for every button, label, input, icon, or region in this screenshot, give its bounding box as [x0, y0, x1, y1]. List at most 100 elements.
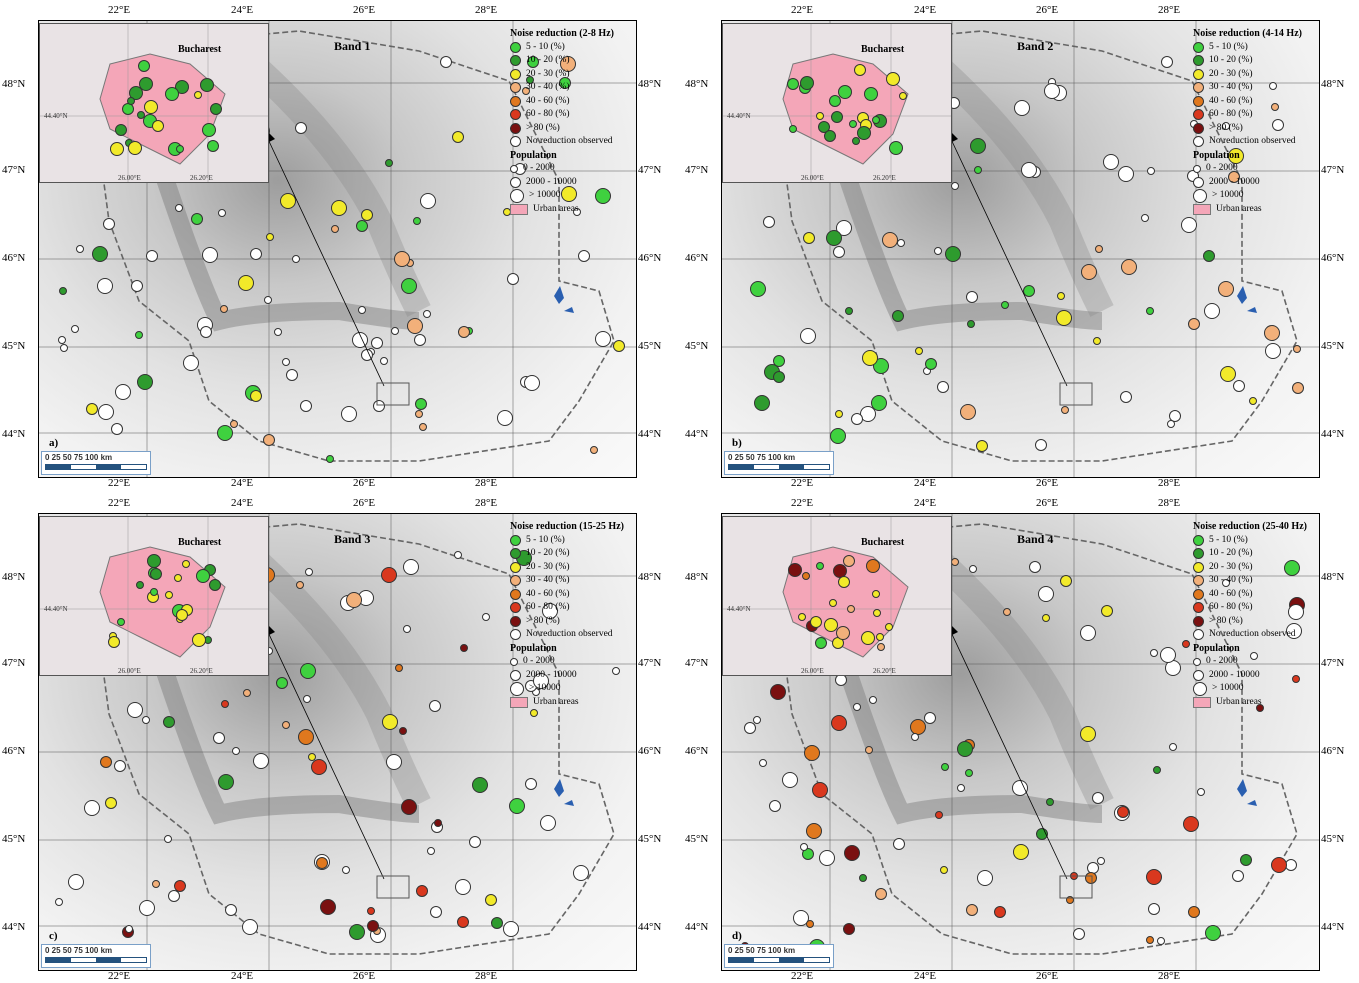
station-marker	[391, 327, 400, 336]
lat-label: 46°N	[1321, 252, 1345, 264]
station-marker	[490, 917, 503, 930]
station-marker	[812, 781, 829, 798]
station-marker	[191, 213, 204, 226]
legend-swatch	[510, 575, 521, 587]
station-marker	[428, 699, 441, 712]
legend-label: 5 - 10 (%)	[1209, 41, 1248, 52]
station-marker	[1036, 828, 1049, 841]
inset-station-marker	[117, 618, 126, 627]
population-item: 0 - 2000	[1193, 655, 1311, 669]
station-marker	[137, 374, 154, 391]
population-circle	[510, 176, 521, 188]
legend-item: 20 - 30 (%)	[1193, 68, 1311, 82]
population-label: 0 - 2000	[1206, 163, 1238, 173]
station-marker	[238, 275, 255, 292]
inset-station-marker	[789, 125, 798, 134]
map-legend: Noise reduction (15-25 Hz) 5 - 10 (%) 10 -…	[510, 520, 628, 710]
station-marker	[924, 357, 937, 370]
legend-swatch	[1193, 588, 1204, 600]
station-marker	[469, 836, 482, 849]
station-marker	[753, 394, 770, 411]
station-marker	[175, 203, 184, 212]
population-label: 2000 - 10000	[526, 176, 577, 187]
station-marker	[964, 769, 973, 778]
station-marker	[1147, 166, 1155, 175]
inset-station-marker	[824, 130, 837, 143]
station-marker	[1022, 285, 1035, 298]
lon-label: 28°E	[475, 477, 498, 489]
station-marker	[294, 122, 307, 135]
urban-swatch	[1193, 697, 1211, 709]
urban-label: Urban areas	[533, 697, 579, 707]
station-marker	[274, 327, 283, 336]
legend-item: 30 - 40 (%)	[1193, 574, 1311, 588]
station-marker	[540, 814, 557, 831]
legend-item: > 80 (%)	[510, 122, 628, 136]
station-marker	[805, 823, 822, 840]
legend-item: 10 - 20 (%)	[1193, 54, 1311, 68]
inset-coord-label: 44.40°N	[44, 605, 68, 613]
station-marker	[99, 756, 112, 769]
station-marker	[341, 405, 358, 422]
bucharest-urban-area	[40, 24, 268, 182]
station-marker	[612, 339, 625, 352]
station-marker	[1000, 301, 1009, 309]
station-marker	[373, 399, 386, 412]
urban-legend-item: Urban areas	[510, 203, 628, 217]
population-item: 0 - 2000	[1193, 162, 1311, 176]
legend-title: Noise reduction (2-8 Hz)	[510, 28, 614, 39]
relief-map: Bucharest 44.40°N 26.00°E 26.20°E Band 4 Nois…	[721, 513, 1320, 971]
station-marker	[968, 564, 977, 573]
station-marker	[1292, 675, 1301, 684]
legend-swatch	[1193, 122, 1204, 134]
bucharest-inset: Bucharest 44.40°N 26.00°E 26.20°E	[39, 516, 269, 676]
station-marker	[558, 76, 571, 89]
station-marker	[1157, 936, 1166, 945]
station-marker	[302, 695, 311, 704]
station-marker	[750, 281, 767, 298]
legend-swatch	[510, 548, 521, 560]
station-marker	[131, 279, 144, 292]
lat-label: 44°N	[638, 428, 662, 440]
inset-coord-label: 44.40°N	[727, 112, 751, 120]
legend-label: 60 - 80 (%)	[526, 602, 570, 612]
inset-station-marker	[196, 569, 211, 584]
station-marker	[826, 230, 843, 247]
inset-coord-label: 44.40°N	[727, 605, 751, 613]
station-marker	[934, 247, 943, 256]
station-marker	[1169, 409, 1182, 422]
station-marker	[578, 249, 591, 262]
station-marker	[1153, 765, 1162, 774]
station-marker	[1204, 302, 1220, 319]
station-marker	[1013, 99, 1030, 116]
legend-label: > 80 (%)	[1209, 615, 1243, 626]
lat-label: 45°N	[2, 833, 26, 845]
lat-label: 47°N	[2, 657, 26, 669]
station-marker	[393, 251, 410, 268]
station-marker	[975, 440, 988, 453]
lon-label: 24°E	[914, 4, 937, 16]
legend-swatch	[510, 109, 521, 121]
station-marker	[1221, 121, 1230, 130]
station-marker	[401, 278, 418, 295]
station-marker	[427, 847, 436, 856]
legend-item: 60 - 80 (%)	[510, 108, 628, 122]
inset-station-marker	[115, 123, 128, 136]
lat-label: 48°N	[1321, 571, 1345, 583]
inset-station-marker	[889, 140, 904, 155]
lat-label: 47°N	[638, 657, 662, 669]
station-marker	[843, 922, 856, 935]
scale-graphic	[728, 957, 830, 963]
lat-label: 44°N	[685, 428, 709, 440]
legend-label: 10 - 20 (%)	[1209, 548, 1253, 558]
legend-swatch	[510, 615, 521, 627]
population-label: 2000 - 10000	[1209, 669, 1260, 680]
legend-label: 60 - 80 (%)	[1209, 109, 1253, 119]
station-marker	[262, 433, 275, 446]
station-marker	[282, 720, 291, 729]
station-marker	[830, 715, 847, 732]
inset-station-marker	[150, 567, 163, 580]
station-marker	[1160, 647, 1177, 664]
station-marker	[892, 309, 905, 322]
population-title: Population	[1193, 642, 1240, 654]
